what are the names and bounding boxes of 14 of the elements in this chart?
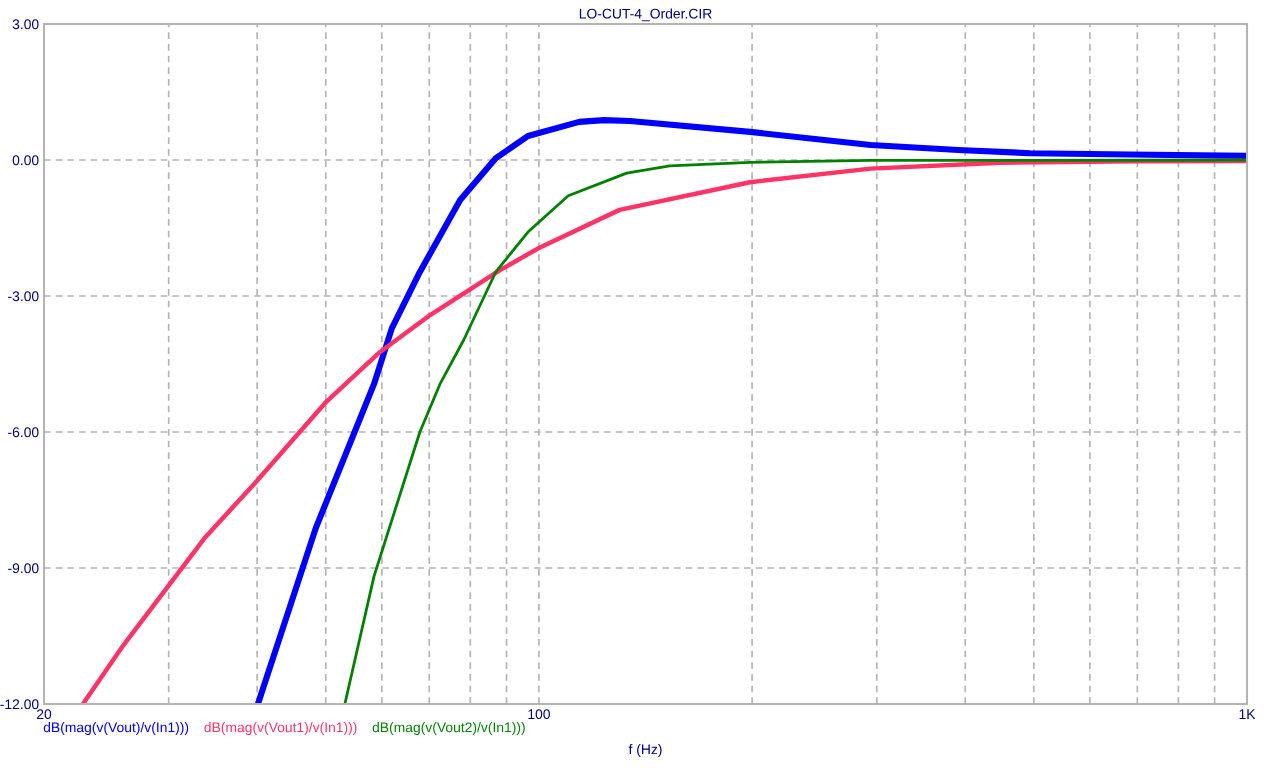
x-axis-title: f (Hz) [628, 744, 662, 757]
x-tick-label: 20 [36, 709, 52, 720]
y-tick-label: -3.00 [8, 291, 39, 302]
text: dB(mag(v(Vout1)/v(In1))) [204, 722, 357, 735]
y-tick-label: -9.00 [8, 563, 39, 574]
x-tick-label: 100 [528, 709, 550, 720]
y-tick-label: -12.00 [0, 699, 39, 710]
text: dB(mag(v(Vout2)/v(In1))) [372, 722, 525, 735]
text: dB(mag(v(Vout)/v(In1))) [43, 722, 189, 735]
chart-title: LO-CUT-4_Order.CIR [579, 8, 712, 22]
y-tick-label: 3.00 [12, 19, 39, 30]
x-tick-label: 1K [1239, 709, 1256, 719]
y-tick-label: -6.00 [8, 427, 39, 438]
y-tick-label: 0.00 [12, 155, 39, 166]
